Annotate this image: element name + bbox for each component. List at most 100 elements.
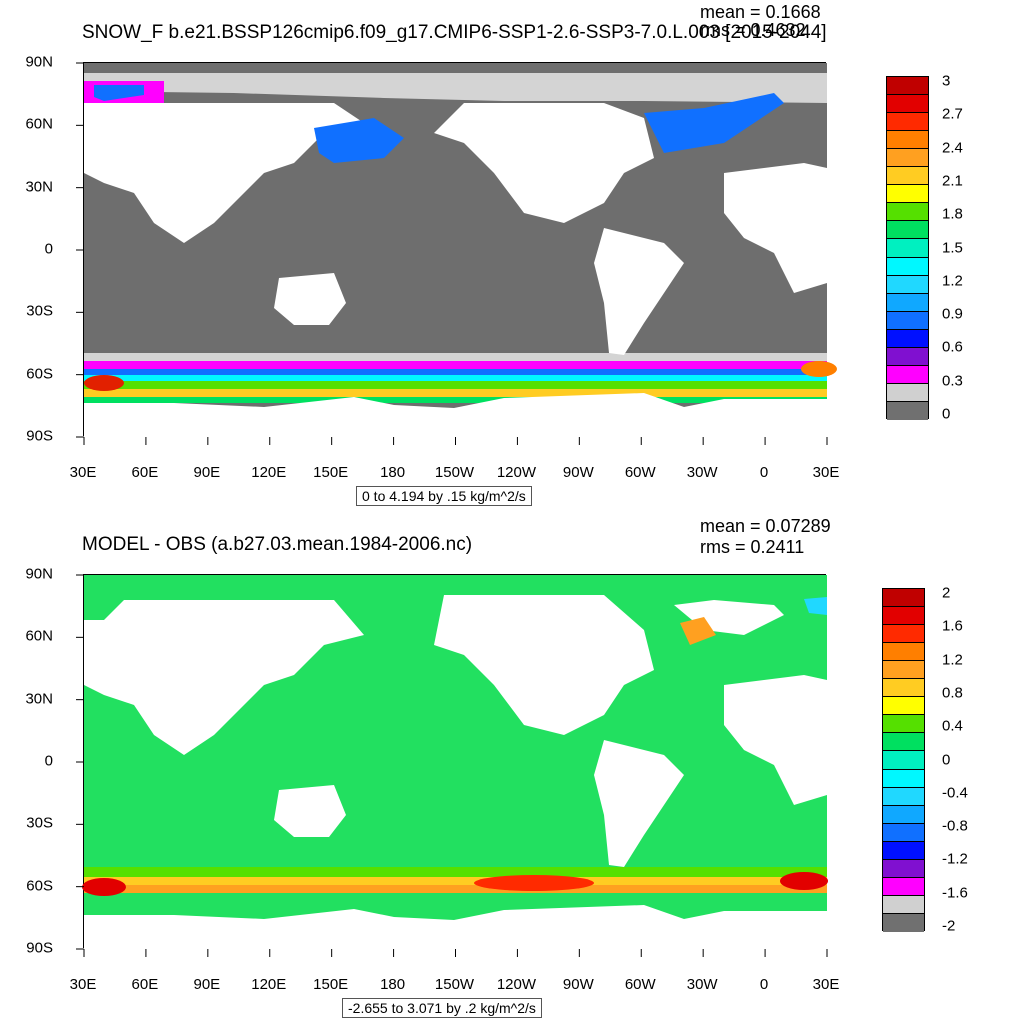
top-colorbar-label: 2.1 (942, 172, 963, 190)
bottom-colorbar-swatch (883, 697, 924, 716)
top-colorbar-label: 1.8 (942, 205, 963, 223)
top-colorbar-label: 1.2 (942, 272, 963, 290)
bottom-colorbar-swatch (883, 877, 924, 896)
bottom-colorbar (882, 588, 925, 932)
top-so-blue-band (84, 369, 827, 375)
bottom-colorbar-swatch (883, 859, 924, 878)
top-so-cyan-band (84, 375, 827, 381)
top-land-africa (724, 163, 827, 293)
bottom-map-plot (76, 574, 828, 957)
top-lon-label: 150W (434, 464, 475, 481)
bottom-colorbar-label: 0.8 (942, 684, 963, 702)
top-colorbar-swatch (887, 401, 928, 420)
top-lon-label: 30W (686, 464, 718, 481)
bottom-colorbar-swatch (883, 823, 924, 842)
bottom-lat-label: 30S (26, 814, 53, 832)
bottom-colorbar-swatch (883, 625, 924, 644)
bottom-lat-label: 30N (25, 690, 53, 708)
bottom-colorbar-label: 0.4 (942, 717, 963, 735)
top-colorbar-swatch (887, 95, 928, 114)
top-colorbar-label: 0.9 (942, 305, 963, 323)
bottom-lon-label: 120E (251, 976, 287, 993)
top-colorbar-swatch (887, 77, 928, 96)
bottom-lon-label: 90W (562, 976, 594, 993)
bottom-land-australia (274, 785, 346, 837)
bottom-colorbar-label: -0.8 (942, 817, 968, 835)
top-lon-label: 120W (496, 464, 536, 481)
top-colorbar-label: 0 (942, 405, 951, 423)
bottom-land-asia (84, 600, 364, 755)
bottom-colorbar-swatch (883, 805, 924, 824)
top-lon-label: 90W (562, 464, 594, 481)
top-colorbar-swatch (887, 329, 928, 348)
bottom-lat-label: 60N (25, 627, 53, 645)
bottom-map-canvas (76, 574, 828, 957)
top-lon-label: 90E (193, 464, 221, 481)
top-lon-label: 150E (313, 464, 349, 481)
top-antarctica (84, 393, 827, 437)
bottom-lat-label: 90N (25, 565, 53, 583)
bottom-lon-label: 150W (434, 976, 475, 993)
bottom-colorbar-swatch (883, 913, 924, 932)
top-land-south-america (594, 228, 684, 355)
bottom-so-band-yellow (84, 877, 827, 885)
top-colorbar-swatch (887, 221, 928, 240)
bottom-lon-label: 60E (131, 976, 159, 993)
top-so-lower-band (84, 397, 827, 403)
top-so-magenta-band (84, 361, 827, 369)
bottom-antarctica (84, 905, 827, 949)
bottom-map-panel: MODEL - OBS (a.b27.03.mean.1984-2006.nc)… (0, 512, 1024, 1024)
top-colorbar-swatch (887, 311, 928, 330)
top-so-max-spot-east (801, 361, 837, 377)
bottom-colorbar-label: 2 (942, 584, 951, 602)
top-rms-value: rms = 0.4632 (700, 20, 806, 40)
top-land-north-america (434, 103, 654, 223)
top-lon-label: 30E (69, 464, 97, 481)
bottom-colorbar-swatch (883, 679, 924, 698)
bottom-range-text: -2.655 to 3.071 by .2 kg/m^2/s (342, 998, 542, 1018)
bottom-colorbar-swatch (883, 643, 924, 662)
top-colorbar-swatch (887, 365, 928, 384)
bottom-lon-label: 60W (624, 976, 656, 993)
top-colorbar-swatch (887, 149, 928, 168)
top-colorbar-swatch (887, 167, 928, 186)
top-colorbar-label: 0.3 (942, 372, 963, 390)
bottom-lon-label: 0 (759, 976, 769, 993)
bottom-colorbar-swatch (883, 751, 924, 770)
bottom-colorbar-label: -1.6 (942, 884, 968, 902)
top-so-green-band (84, 381, 827, 389)
top-colorbar-label: 2.4 (942, 139, 963, 157)
bottom-colorbar-label: -0.4 (942, 784, 968, 802)
top-colorbar-swatch (887, 185, 928, 204)
top-colorbar-swatch (887, 275, 928, 294)
top-so-ice-band (84, 353, 827, 361)
bottom-colorbar-swatch (883, 589, 924, 608)
bottom-colorbar-swatch (883, 733, 924, 752)
bottom-so-max-center (474, 875, 594, 891)
bottom-land-africa (724, 675, 827, 805)
top-snow-atlantic (644, 93, 784, 153)
top-lat-label: 60S (26, 365, 53, 383)
top-colorbar-swatch (887, 257, 928, 276)
bottom-lon-label: 30E (812, 976, 840, 993)
bottom-colorbar-swatch (883, 607, 924, 626)
top-colorbar (886, 76, 929, 420)
top-colorbar-swatch (887, 131, 928, 150)
bottom-colorbar-swatch (883, 661, 924, 680)
bottom-mean-value: mean = 0.07289 (700, 516, 831, 536)
top-colorbar-swatch (887, 347, 928, 366)
top-lon-label: 60W (624, 464, 656, 481)
top-lat-label: 90S (26, 427, 53, 445)
top-lon-label: 120E (251, 464, 287, 481)
top-colorbar-label: 2.7 (942, 105, 963, 123)
bottom-colorbar-swatch (883, 715, 924, 734)
top-map-panel: SNOW_F b.e21.BSSP126cmip6.f09_g17.CMIP6-… (25, 2, 963, 506)
bottom-colorbar-label: 1.6 (942, 617, 963, 635)
top-land-australia (274, 273, 346, 325)
bottom-lat-label: 0 (44, 752, 53, 770)
top-colorbar-label: 1.5 (942, 239, 963, 256)
bottom-rms-value: rms = 0.2411 (700, 537, 805, 557)
top-colorbar-label: 3 (942, 72, 951, 90)
bottom-lon-label: 150E (313, 976, 349, 993)
top-lat-label: 60N (25, 115, 53, 133)
